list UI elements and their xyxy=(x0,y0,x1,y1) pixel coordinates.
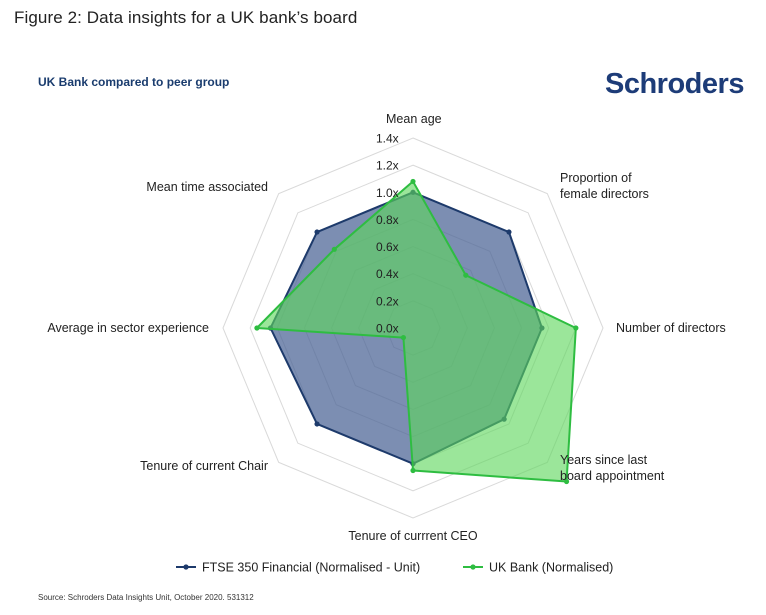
grid-ring xyxy=(222,137,604,519)
legend-marker-peer xyxy=(183,564,189,570)
radar-axis-labels: Mean age Proportion of female directors Num… xyxy=(47,112,725,543)
grid-ring xyxy=(249,164,577,492)
source-text: Schroders Data Insights Unit, October 20… xyxy=(67,593,254,602)
data-point-bank xyxy=(573,325,579,331)
chart-subtitle: UK Bank compared to peer group xyxy=(38,75,230,89)
tick-label: 0.6x xyxy=(376,240,399,254)
legend-item-bank: UK Bank (Normalised) xyxy=(463,561,613,575)
axis-label: Proportion of female directors xyxy=(560,171,649,201)
axis-label: Mean time associated xyxy=(146,180,268,194)
legend-marker-bank xyxy=(470,564,476,570)
tick-label: 1.4x xyxy=(376,132,399,146)
radar-tick-labels: 0.0x 0.2x 0.4x 0.6x 0.8x 1.0x 1.2x 1.4x xyxy=(376,132,399,336)
axis-label: Average in sector experience xyxy=(47,321,209,335)
tick-label: 0.0x xyxy=(376,322,399,336)
tick-label: 0.4x xyxy=(376,267,399,281)
tick-label: 0.2x xyxy=(376,294,399,308)
data-point-bank xyxy=(400,334,407,341)
tick-label: 1.2x xyxy=(376,159,399,173)
data-point-bank xyxy=(563,478,570,485)
legend-label-peer: FTSE 350 Financial (Normalised - Unit) xyxy=(202,561,420,575)
axis-label: Tenure of currrent CEO xyxy=(348,529,477,543)
source-note: Source: Schroders Data Insights Unit, Oc… xyxy=(38,593,254,602)
data-point-bank xyxy=(463,272,469,278)
data-point-peer xyxy=(314,229,320,235)
data-point-bank xyxy=(331,246,337,252)
data-point-bank xyxy=(410,467,416,474)
legend-item-peer: FTSE 350 Financial (Normalised - Unit) xyxy=(176,561,420,575)
axis-label: Tenure of current Chair xyxy=(140,459,268,473)
data-point-peer xyxy=(314,421,320,427)
data-point-peer xyxy=(506,229,512,235)
axis-label: Mean age xyxy=(386,112,442,126)
chart-legend: FTSE 350 Financial (Normalised - Unit) U… xyxy=(176,561,613,575)
axis-label: Number of directors xyxy=(616,321,726,335)
axis-label: Years since last board appointment xyxy=(560,453,665,483)
figure-title: Figure 2: Data insights for a UK bank’s … xyxy=(14,8,358,27)
schroders-logo: Schroders xyxy=(605,68,744,100)
tick-label: 1.0x xyxy=(376,186,399,200)
radar-series xyxy=(254,178,579,485)
legend-label-bank: UK Bank (Normalised) xyxy=(489,561,613,575)
data-point-bank xyxy=(254,325,260,331)
tick-label: 0.8x xyxy=(376,213,399,227)
data-point-bank xyxy=(410,178,416,185)
series-area-bank xyxy=(255,180,577,483)
